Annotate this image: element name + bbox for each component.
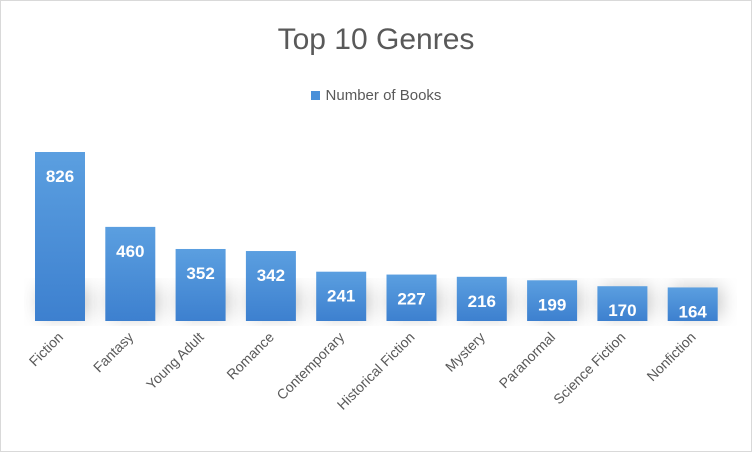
bar-fantasy [105, 226, 156, 321]
x-tick-label: Nonfiction [643, 329, 698, 384]
data-label: 216 [468, 292, 496, 311]
bar-young-adult [175, 248, 226, 321]
bar-science-fiction [597, 286, 648, 321]
bar-nonfiction [667, 287, 718, 321]
bar-historical-fiction [386, 274, 437, 321]
chart-legend: Number of Books [1, 87, 751, 104]
data-label: 460 [116, 242, 144, 261]
bar-paranormal [527, 280, 578, 321]
x-tick-label: Fantasy [90, 329, 137, 376]
data-label: 164 [679, 302, 708, 321]
x-tick-label: Contemporary [273, 329, 347, 403]
x-tick-label: Mystery [442, 329, 488, 375]
x-tick-label: Science Fiction [550, 329, 628, 407]
legend-label: Number of Books [325, 87, 442, 104]
data-label: 241 [327, 287, 355, 306]
bar-mystery [456, 276, 507, 321]
legend-swatch [310, 91, 320, 100]
x-tick-label: Historical Fiction [334, 329, 418, 413]
bar-contemporary [316, 271, 367, 321]
data-label: 342 [257, 266, 285, 285]
x-tick-label: Romance [223, 329, 277, 383]
data-label: 199 [538, 295, 566, 314]
data-label: 352 [186, 264, 214, 283]
data-label: 227 [397, 290, 425, 309]
chart-title: Top 10 Genres [277, 23, 475, 56]
data-label: 826 [46, 167, 74, 186]
x-tick-label: Paranormal [496, 329, 558, 391]
data-label: 170 [608, 301, 636, 320]
x-tick-label: Young Adult [143, 329, 207, 393]
bar-romance [245, 251, 296, 321]
bar-fiction [35, 152, 85, 321]
x-tick-label: Fiction [26, 329, 66, 369]
